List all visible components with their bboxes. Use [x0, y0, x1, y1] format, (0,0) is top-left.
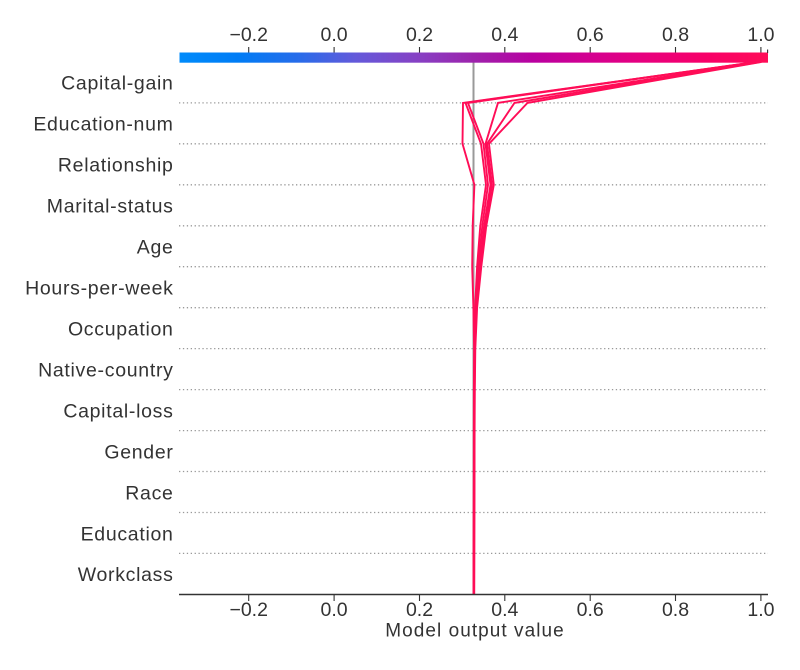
svg-text:Capital-gain: Capital-gain	[61, 73, 173, 95]
svg-text:0.0: 0.0	[321, 599, 348, 621]
svg-text:Gender: Gender	[104, 441, 173, 463]
svg-text:0.4: 0.4	[491, 599, 518, 621]
svg-text:Native-country: Native-country	[38, 359, 174, 381]
svg-text:Model output value: Model output value	[385, 620, 564, 641]
svg-text:Workclass: Workclass	[78, 564, 174, 586]
svg-text:0.4: 0.4	[491, 24, 518, 46]
svg-text:Occupation: Occupation	[68, 319, 174, 341]
svg-text:Education: Education	[81, 523, 174, 545]
svg-text:0.2: 0.2	[406, 24, 433, 46]
svg-text:Relationship: Relationship	[58, 155, 174, 177]
svg-text:−0.2: −0.2	[229, 24, 268, 46]
svg-text:0.0: 0.0	[321, 24, 348, 46]
svg-text:1.0: 1.0	[747, 24, 774, 46]
svg-text:0.8: 0.8	[662, 24, 689, 46]
svg-text:Hours-per-week: Hours-per-week	[25, 278, 174, 300]
svg-text:Age: Age	[137, 237, 174, 259]
svg-text:Education-num: Education-num	[33, 114, 173, 136]
svg-text:0.6: 0.6	[577, 599, 604, 621]
svg-text:0.8: 0.8	[662, 599, 689, 621]
svg-text:Race: Race	[125, 482, 173, 504]
svg-text:Marital-status: Marital-status	[47, 196, 174, 218]
svg-text:0.6: 0.6	[577, 24, 604, 46]
svg-text:−0.2: −0.2	[229, 599, 268, 621]
svg-text:Capital-loss: Capital-loss	[63, 400, 173, 422]
svg-text:0.2: 0.2	[406, 599, 433, 621]
svg-text:1.0: 1.0	[747, 599, 774, 621]
